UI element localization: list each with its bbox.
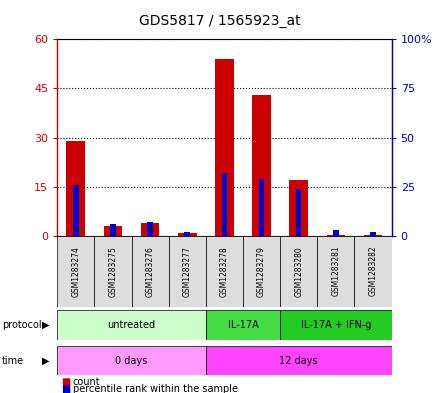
Text: IL-17A: IL-17A [227,320,258,330]
Bar [296,189,301,236]
Bar [141,223,159,236]
Bar [215,59,234,236]
FancyBboxPatch shape [206,236,243,307]
Bar [222,173,227,236]
Bar [259,179,264,236]
Text: IL-17A + IFN-g: IL-17A + IFN-g [301,320,371,330]
Text: GDS5817 / 1565923_at: GDS5817 / 1565923_at [139,14,301,28]
FancyBboxPatch shape [57,346,206,375]
FancyBboxPatch shape [57,310,206,340]
Bar [326,235,345,236]
Bar [333,230,339,236]
FancyBboxPatch shape [206,310,280,340]
Bar [252,95,271,236]
Text: percentile rank within the sample: percentile rank within the sample [73,384,238,393]
Text: GSM1283276: GSM1283276 [146,246,154,297]
FancyBboxPatch shape [132,236,169,307]
Text: GSM1283280: GSM1283280 [294,246,303,297]
Text: 12 days: 12 days [279,356,318,365]
FancyBboxPatch shape [57,236,94,307]
Text: 0 days: 0 days [115,356,148,365]
Text: GSM1283281: GSM1283281 [331,246,341,296]
FancyBboxPatch shape [355,236,392,307]
Text: GSM1283275: GSM1283275 [108,246,117,297]
Bar [178,233,197,236]
Bar [147,222,153,236]
Text: ▶: ▶ [42,356,50,365]
Text: GSM1283278: GSM1283278 [220,246,229,297]
Text: count: count [73,377,100,387]
Text: GSM1283282: GSM1283282 [369,246,378,296]
Bar [364,235,382,236]
Bar [104,226,122,236]
FancyBboxPatch shape [94,236,132,307]
FancyBboxPatch shape [206,346,392,375]
Text: untreated: untreated [107,320,156,330]
Text: protocol: protocol [2,320,42,330]
Bar [290,180,308,236]
Text: ▶: ▶ [42,320,50,330]
Text: time: time [2,356,24,365]
Text: ■: ■ [62,377,71,387]
Bar [73,185,79,236]
FancyBboxPatch shape [317,236,355,307]
Bar [370,232,376,236]
Bar [66,141,85,236]
FancyBboxPatch shape [243,236,280,307]
FancyBboxPatch shape [280,236,317,307]
Bar [184,232,190,236]
FancyBboxPatch shape [169,236,206,307]
Text: ■: ■ [62,384,71,393]
Bar [110,224,116,236]
FancyBboxPatch shape [280,310,392,340]
Text: GSM1283277: GSM1283277 [183,246,192,297]
Text: GSM1283274: GSM1283274 [71,246,80,297]
Text: GSM1283279: GSM1283279 [257,246,266,297]
